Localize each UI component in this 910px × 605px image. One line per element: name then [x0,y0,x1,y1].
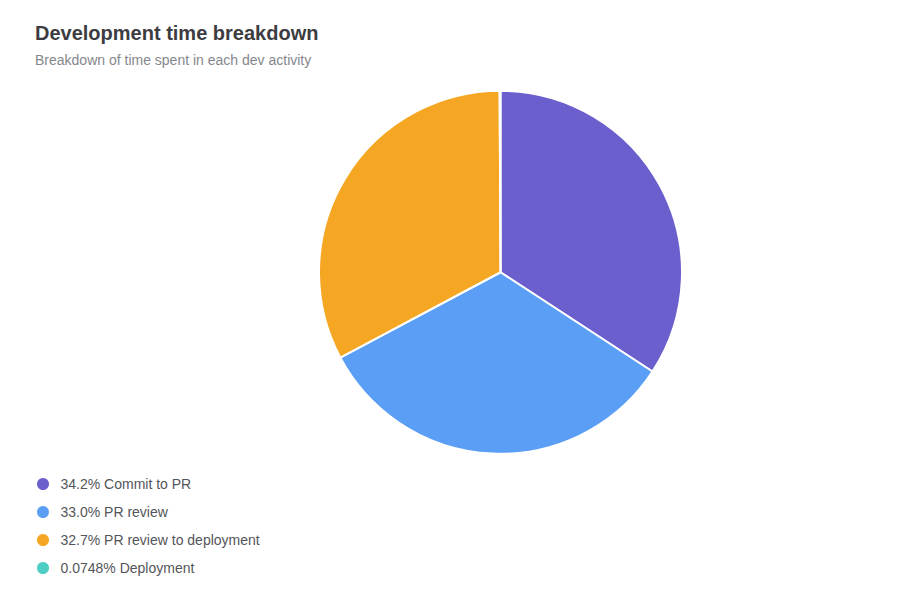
svg-text:34.2% Commit to PR: 34.2% Commit to PR [61,476,192,492]
svg-text:0.0748% Deployment: 0.0748% Deployment [61,560,195,576]
svg-text:33.0% PR review: 33.0% PR review [61,504,169,520]
svg-text:32.7% PR review to deployment: 32.7% PR review to deployment [61,532,260,548]
svg-text:Breakdown of time spent in eac: Breakdown of time spent in each dev acti… [35,52,311,68]
svg-text:Development time breakdown: Development time breakdown [35,22,318,44]
